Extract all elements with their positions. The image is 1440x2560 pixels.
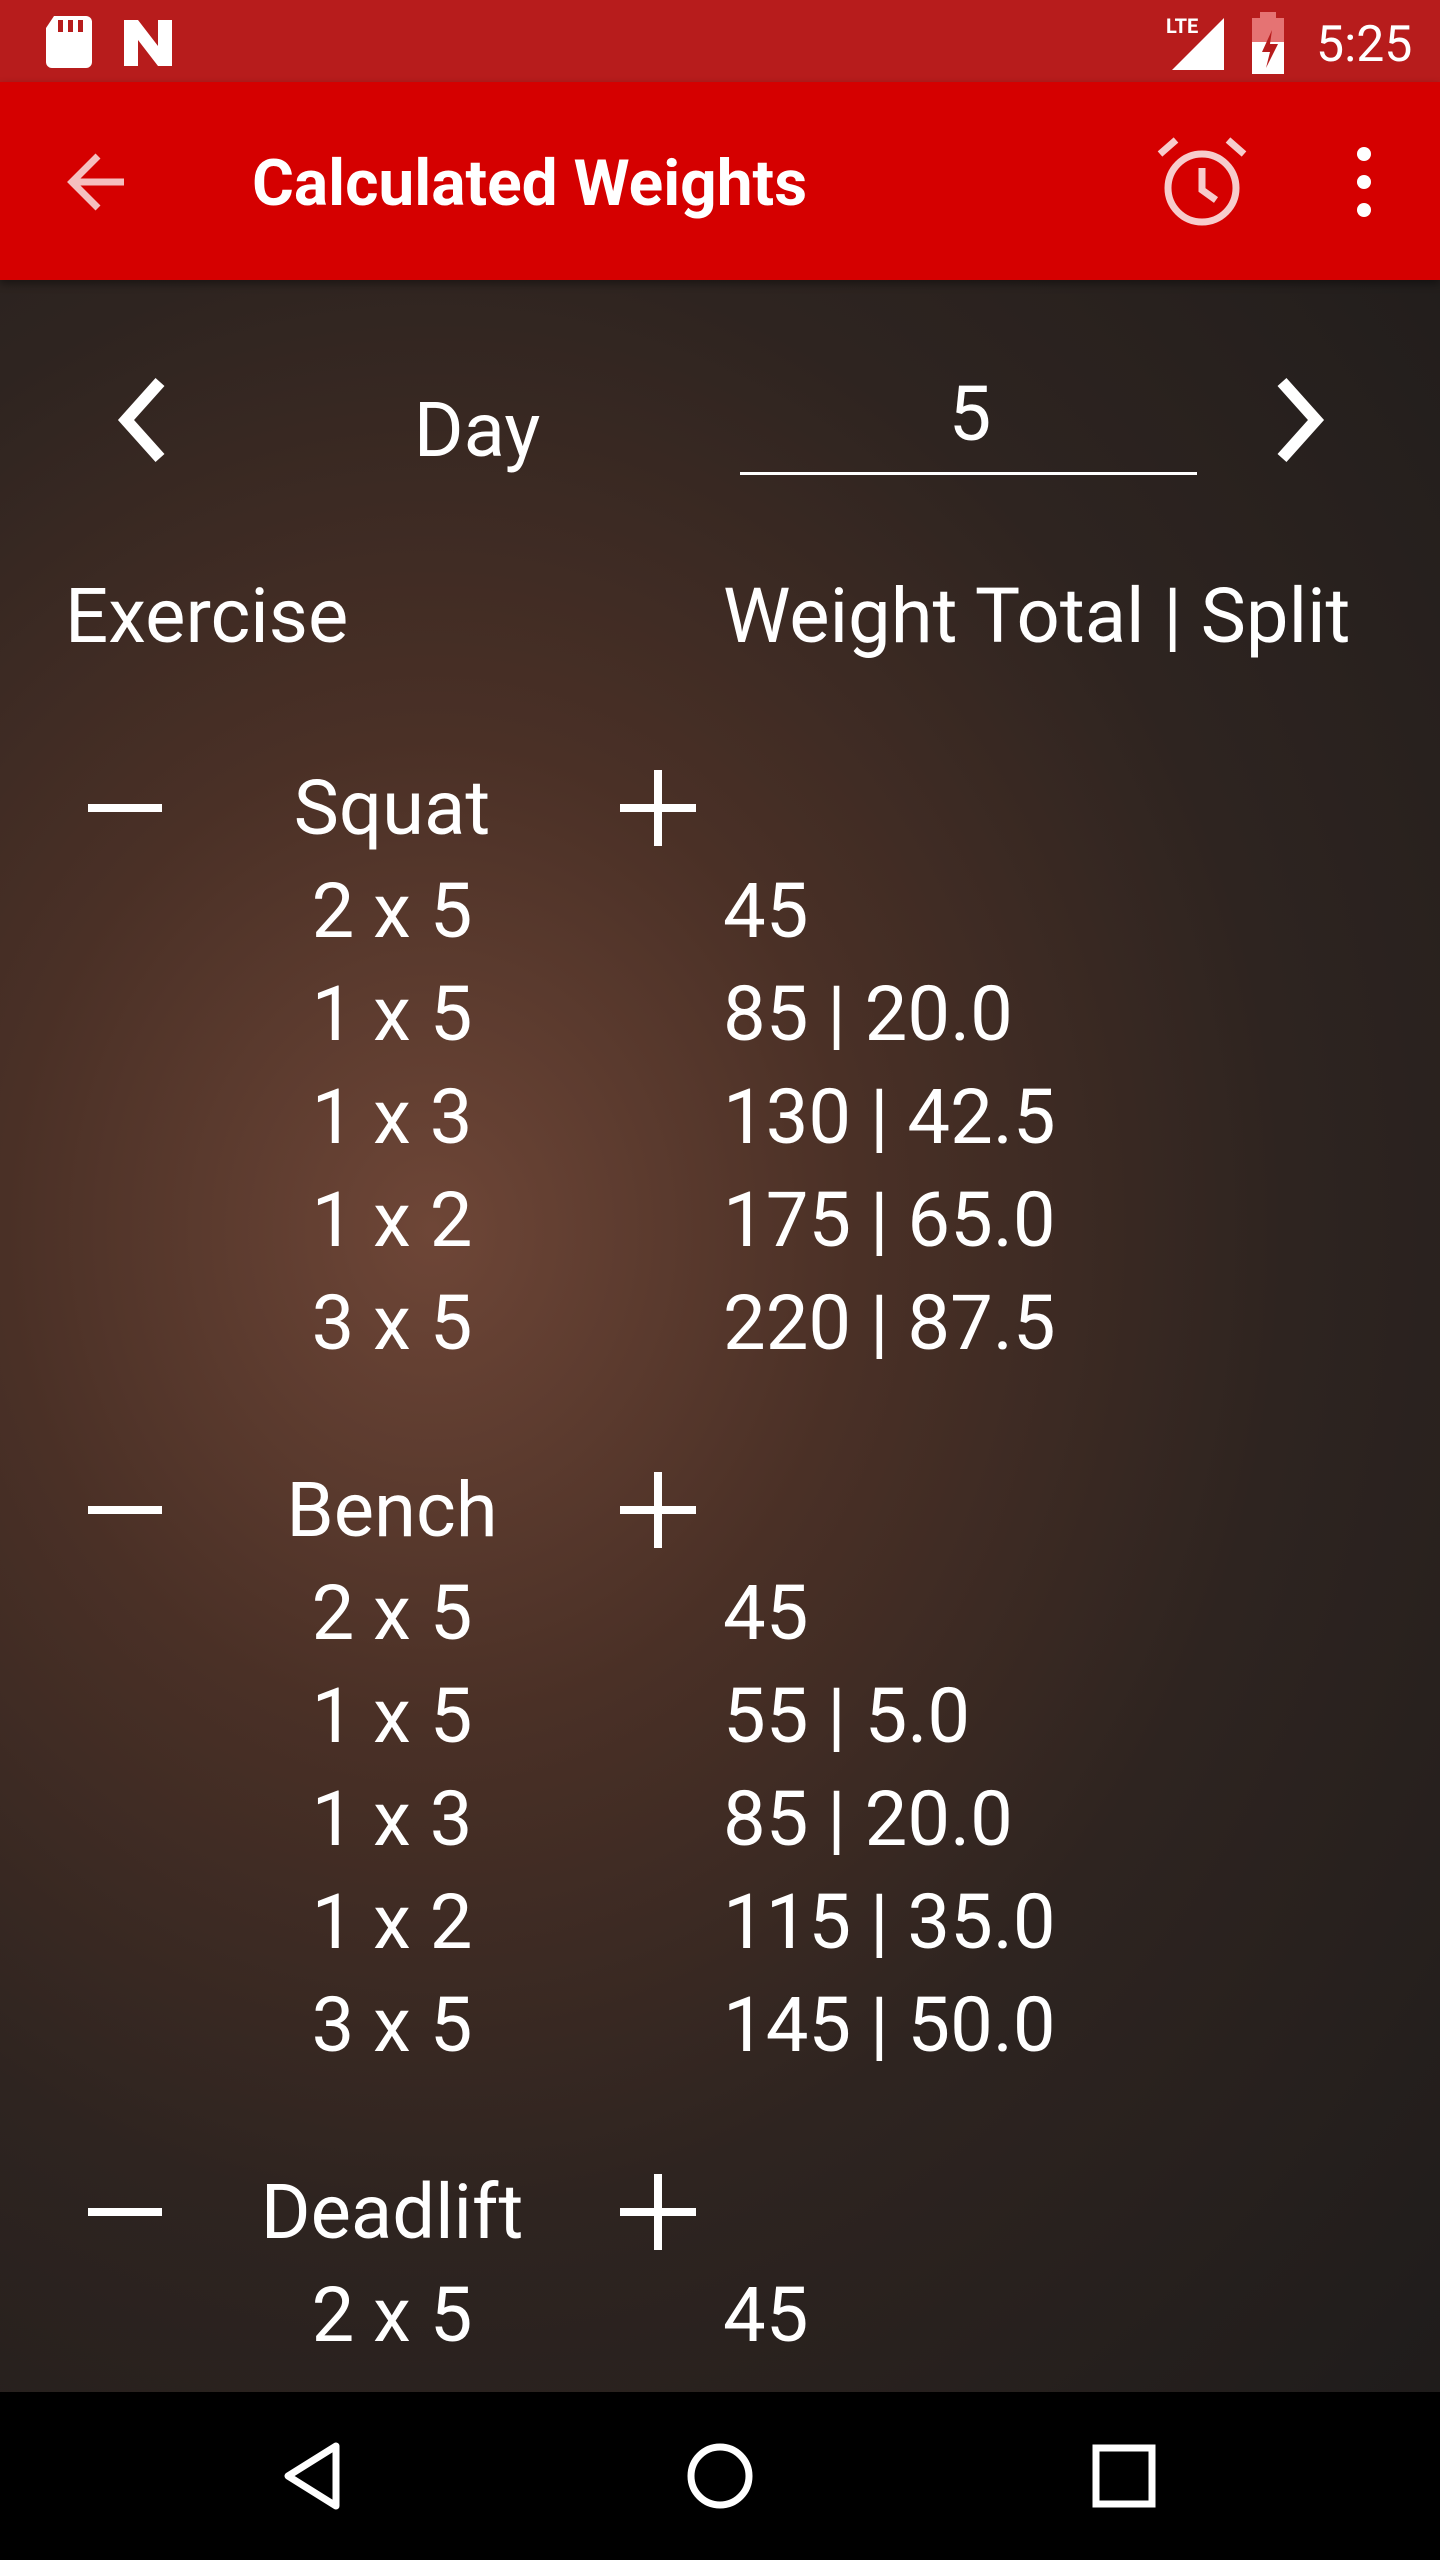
set-weight: 130 | 42.5: [723, 1072, 1056, 1162]
set-weight: 45: [723, 1568, 809, 1658]
alarm-button[interactable]: [1152, 132, 1252, 232]
next-day[interactable]: [1258, 370, 1338, 470]
day-label: Day: [413, 385, 541, 475]
content: Day 5 Exercise Weight Total | Split Squa…: [0, 280, 1440, 2392]
set-weight: 85 | 20.0: [723, 1774, 1013, 1864]
toolbar: Calculated Weights: [0, 82, 1440, 280]
decrease-button[interactable]: [86, 2172, 166, 2252]
set-reps: 1 x 5: [311, 969, 473, 1059]
set-reps: 2 x 5: [311, 2270, 473, 2360]
overflow-menu[interactable]: [1344, 132, 1384, 232]
set-reps: 1 x 2: [311, 1877, 473, 1967]
decrease-button[interactable]: [86, 768, 166, 848]
set-reps: 3 x 5: [311, 1980, 473, 2070]
set-reps: 1 x 3: [311, 1774, 473, 1864]
day-input[interactable]: 5: [948, 369, 992, 459]
increase-button[interactable]: [618, 768, 698, 848]
set-weight: 85 | 20.0: [723, 969, 1013, 1059]
previous-day[interactable]: [104, 370, 184, 470]
set-reps: 3 x 5: [311, 1278, 473, 1368]
set-reps: 2 x 5: [311, 1568, 473, 1658]
increase-button[interactable]: [618, 1470, 698, 1550]
navigation-bar: [0, 2392, 1440, 2560]
set-weight: 115 | 35.0: [723, 1877, 1056, 1967]
set-reps: 1 x 2: [311, 1175, 473, 1265]
set-reps: 2 x 5: [311, 866, 473, 956]
clock: 5:25: [1316, 16, 1413, 74]
toolbar-title: Calculated Weights: [252, 146, 808, 221]
exercise-name: Squat: [293, 763, 491, 853]
sd-card-icon: [46, 16, 92, 68]
increase-button[interactable]: [618, 2172, 698, 2252]
battery-icon: [1252, 12, 1284, 74]
set-weight: 55 | 5.0: [723, 1671, 971, 1761]
input-underline: [740, 472, 1197, 475]
set-weight: 45: [723, 866, 809, 956]
signal-icon: [1172, 18, 1224, 70]
set-weight: 220 | 87.5: [723, 1278, 1056, 1368]
exercise-name: Bench: [286, 1465, 498, 1555]
set-weight: 145 | 50.0: [723, 1980, 1056, 2070]
status-bar: LTE 5:25: [0, 0, 1440, 82]
nav-recents[interactable]: [1084, 2436, 1164, 2516]
notification-icon: [124, 20, 172, 66]
header-exercise: Exercise: [65, 571, 349, 661]
nav-home[interactable]: [680, 2436, 760, 2516]
header-weight: Weight Total | Split: [723, 571, 1351, 661]
back-button[interactable]: [58, 142, 138, 222]
exercise-name: Deadlift: [260, 2167, 524, 2257]
nav-back[interactable]: [276, 2436, 356, 2516]
set-weight: 45: [723, 2270, 809, 2360]
set-reps: 1 x 5: [311, 1671, 473, 1761]
set-reps: 1 x 3: [311, 1072, 473, 1162]
network-type: LTE: [1166, 14, 1199, 38]
set-weight: 175 | 65.0: [723, 1175, 1056, 1265]
decrease-button[interactable]: [86, 1470, 166, 1550]
